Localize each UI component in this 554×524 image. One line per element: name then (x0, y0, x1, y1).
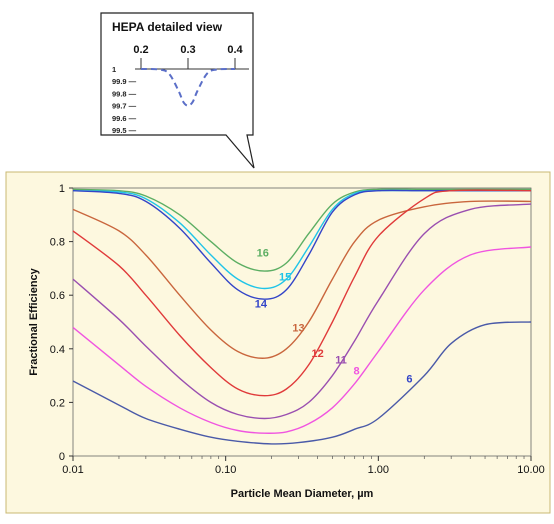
inset-y-tick-label: 99.7 — (112, 102, 137, 111)
inset-y-tick-label: 99.6 — (112, 114, 137, 123)
chart-background (5, 171, 551, 514)
y-tick-label: 1 (59, 183, 65, 195)
series-label-6: 6 (406, 373, 412, 385)
series-label-8: 8 (353, 365, 359, 377)
y-tick-label: 0.8 (50, 237, 65, 249)
x-tick-label: 1.00 (368, 464, 389, 476)
series-line-8 (72, 246, 532, 434)
series-line-16 (72, 188, 531, 272)
series-line-14 (72, 189, 531, 300)
x-tick-label: 10.00 (517, 464, 545, 476)
y-axis-label: Fractional Efficiency (28, 267, 40, 375)
series-line-11 (72, 203, 532, 420)
series-label-16: 16 (257, 247, 269, 259)
inset-y-tick-label: 99.8 — (112, 89, 137, 98)
series-line-13 (72, 200, 532, 359)
series-label-12: 12 (311, 348, 323, 360)
inset-y-tick-label: 99.9 — (112, 77, 137, 86)
inset-title: HEPA detailed view (112, 20, 223, 34)
y-tick-label: 0.6 (50, 290, 65, 302)
x-tick-label: 0.10 (215, 464, 236, 476)
y-tick-label: 0 (59, 451, 65, 463)
inset-x-tick-label: 0.2 (133, 44, 148, 56)
series-line-12 (72, 189, 532, 397)
inset-y-tick-label: 1 (112, 65, 116, 74)
x-axis-label: Particle Mean Diameter, µm (231, 488, 374, 500)
series-label-15: 15 (279, 271, 291, 283)
series-label-13: 13 (292, 322, 304, 334)
series-line-6 (72, 321, 532, 445)
inset-y-tick-label: 99.5 — (112, 126, 137, 135)
inset-x-tick-label: 0.4 (227, 44, 243, 56)
y-tick-label: 0.2 (50, 397, 65, 409)
inset-x-tick-label: 0.3 (180, 44, 195, 56)
series-label-11: 11 (335, 355, 347, 367)
y-tick-label: 0.4 (50, 344, 65, 356)
callout-box (100, 12, 255, 169)
series-label-14: 14 (255, 298, 268, 310)
x-tick-label: 0.01 (62, 464, 83, 476)
